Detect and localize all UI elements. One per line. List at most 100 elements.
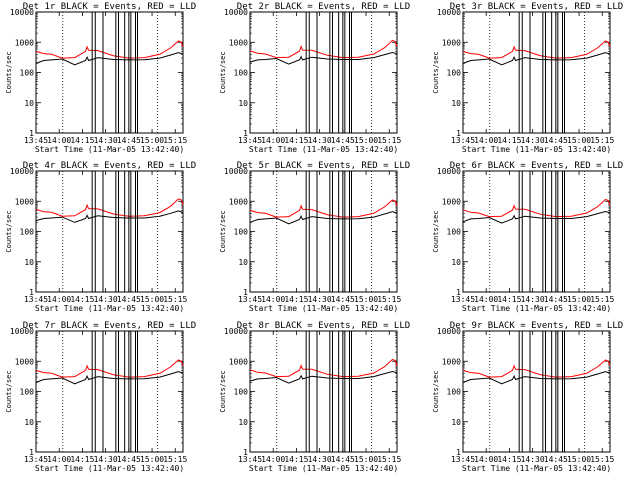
y-tick-label: 10 xyxy=(238,99,248,108)
y-tick-label: 100 xyxy=(20,388,35,397)
y-axis-label: Counts/sec xyxy=(5,51,13,93)
plot-frame xyxy=(462,170,611,293)
y-tick-label: 10 xyxy=(451,258,461,267)
y-tick-label: 10 xyxy=(24,258,34,267)
x-tick-label: 15:00 xyxy=(140,295,164,304)
y-tick-label: 1000 xyxy=(229,357,248,366)
x-tick-label: 14:00 xyxy=(47,455,71,464)
x-tick-label: 13:45 xyxy=(451,455,475,464)
lld-series-line xyxy=(35,359,184,378)
x-tick-label: 14:45 xyxy=(544,136,568,145)
x-tick-label: 14:30 xyxy=(521,136,545,145)
events-series-line xyxy=(462,371,611,385)
x-tick-label: 14:00 xyxy=(261,136,285,145)
y-tick-label: 10000 xyxy=(10,327,34,336)
y-tick-label: 1000 xyxy=(15,38,34,47)
y-tick-label: 1 xyxy=(456,129,461,138)
x-tick-label: 14:30 xyxy=(308,455,332,464)
x-tick-label: 14:00 xyxy=(474,136,498,145)
panel-title: Det 4r BLACK = Events, RED = LLD xyxy=(23,161,196,171)
events-series-line xyxy=(35,52,184,66)
x-tick-label: 15:15 xyxy=(377,455,401,464)
x-tick-label: 14:45 xyxy=(331,136,355,145)
x-axis-label: Start Time (11-Mar-05 13:42:40) xyxy=(35,304,184,313)
lld-series-line xyxy=(249,199,398,218)
x-tick-label: 15:00 xyxy=(140,455,164,464)
plot-frame xyxy=(249,11,398,134)
lld-series-line xyxy=(249,39,398,59)
x-tick-label: 14:45 xyxy=(331,455,355,464)
x-tick-label: 14:15 xyxy=(70,136,94,145)
x-tick-label: 14:15 xyxy=(284,295,308,304)
y-tick-label: 10000 xyxy=(224,8,248,17)
events-series-line xyxy=(462,210,611,224)
plot-frame xyxy=(462,330,611,453)
x-tick-label: 13:45 xyxy=(238,455,262,464)
lld-series-line xyxy=(462,40,611,59)
y-tick-label: 1 xyxy=(243,448,248,457)
events-series-line xyxy=(249,51,398,65)
x-tick-label: 13:45 xyxy=(24,136,48,145)
y-tick-label: 10000 xyxy=(10,8,34,17)
detector-panel: Det 4r BLACK = Events, RED = LLD 1 10 100 10… xyxy=(5,161,196,313)
y-axis-label: Counts/sec xyxy=(432,51,440,93)
detector-panel: Det 5r BLACK = Events, RED = LLD 1 10 100 10… xyxy=(219,161,410,313)
x-axis-label: Start Time (11-Mar-05 13:42:40) xyxy=(462,304,611,313)
x-axis-label: Start Time (11-Mar-05 13:42:40) xyxy=(249,464,398,473)
y-tick-label: 1000 xyxy=(442,357,461,366)
panel-title: Det 8r BLACK = Events, RED = LLD xyxy=(237,321,410,331)
y-axis-label: Counts/sec xyxy=(219,370,227,412)
x-axis-label: Start Time (11-Mar-05 13:42:40) xyxy=(35,464,184,473)
x-tick-label: 15:15 xyxy=(590,455,614,464)
lld-series-line xyxy=(462,198,611,218)
x-axis-label: Start Time (11-Mar-05 13:42:40) xyxy=(249,145,398,154)
y-tick-label: 1 xyxy=(29,448,34,457)
y-axis-label: Counts/sec xyxy=(219,51,227,93)
x-tick-label: 14:45 xyxy=(117,295,141,304)
y-axis-label: Counts/sec xyxy=(5,370,13,412)
y-tick-label: 10 xyxy=(451,418,461,427)
panel-title: Det 7r BLACK = Events, RED = LLD xyxy=(23,321,196,331)
y-tick-label: 10000 xyxy=(437,167,461,176)
x-tick-label: 13:45 xyxy=(24,455,48,464)
x-tick-label: 15:00 xyxy=(354,295,378,304)
x-tick-label: 14:00 xyxy=(261,455,285,464)
x-tick-label: 14:30 xyxy=(94,136,118,145)
detector-panel: Det 1r BLACK = Events, RED = LLD 1 10 100 10… xyxy=(5,2,196,154)
x-tick-label: 14:15 xyxy=(70,455,94,464)
x-tick-label: 14:30 xyxy=(521,295,545,304)
y-tick-label: 1000 xyxy=(229,197,248,206)
y-tick-label: 100 xyxy=(20,69,35,78)
x-tick-label: 15:00 xyxy=(567,136,591,145)
x-axis-label: Start Time (11-Mar-05 13:42:40) xyxy=(462,145,611,154)
y-tick-label: 10 xyxy=(24,418,34,427)
detector-panel: Det 8r BLACK = Events, RED = LLD 1 10 100 10… xyxy=(219,321,410,473)
x-tick-label: 14:00 xyxy=(474,455,498,464)
panel-title: Det 2r BLACK = Events, RED = LLD xyxy=(237,2,410,12)
x-tick-label: 14:00 xyxy=(47,295,71,304)
plot-frame xyxy=(462,11,611,134)
panel-title: Det 6r BLACK = Events, RED = LLD xyxy=(450,161,623,171)
x-tick-label: 15:15 xyxy=(377,295,401,304)
x-tick-label: 15:00 xyxy=(567,455,591,464)
x-tick-label: 14:15 xyxy=(497,295,521,304)
lld-series-line xyxy=(35,198,184,217)
events-series-line xyxy=(35,371,184,385)
y-tick-label: 1 xyxy=(456,448,461,457)
y-axis-label: Counts/sec xyxy=(219,210,227,252)
x-tick-label: 14:15 xyxy=(284,455,308,464)
y-axis-label: Counts/sec xyxy=(5,210,13,252)
y-tick-label: 100 xyxy=(234,69,249,78)
y-tick-label: 1000 xyxy=(15,357,34,366)
events-series-line xyxy=(462,52,611,66)
y-tick-label: 10 xyxy=(238,258,248,267)
plot-frame xyxy=(249,330,398,453)
plot-frame xyxy=(35,11,184,134)
x-tick-label: 13:45 xyxy=(238,295,262,304)
events-series-line xyxy=(249,370,398,384)
y-tick-label: 10000 xyxy=(224,327,248,336)
plot-frame xyxy=(249,170,398,293)
y-tick-label: 1 xyxy=(456,288,461,297)
x-tick-label: 14:30 xyxy=(94,295,118,304)
